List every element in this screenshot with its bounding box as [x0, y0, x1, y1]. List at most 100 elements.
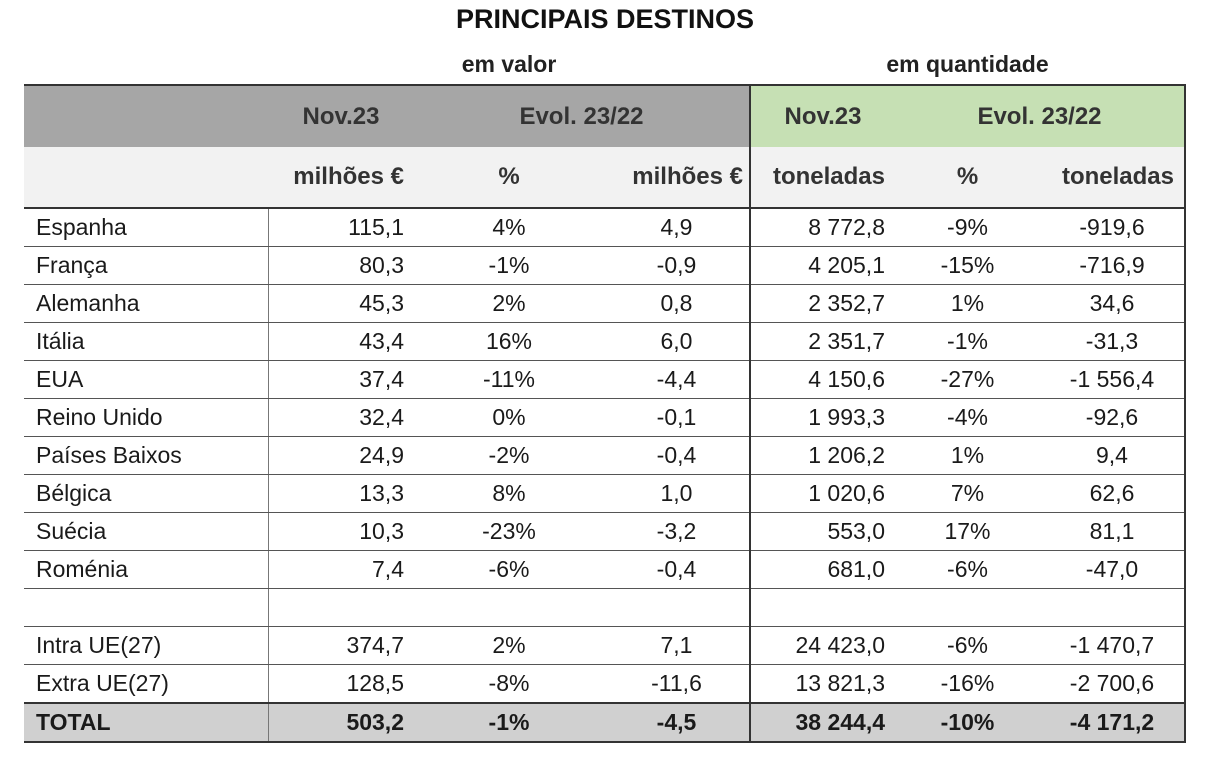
- country-name: Itália: [24, 322, 268, 361]
- value-cell: 81,1: [1040, 512, 1186, 551]
- destinations-table: Nov.23 Evol. 23/22 Nov.23 Evol. 23/22 mi…: [24, 84, 1186, 743]
- value-cell: -4%: [895, 398, 1040, 437]
- total-value-cell: -4 171,2: [1040, 702, 1186, 743]
- table-row: Roménia 7,4 -6% -0,4 681,0 -6% -47,0: [24, 550, 1186, 589]
- value-cell: -6%: [895, 626, 1040, 665]
- value-cell: -1%: [895, 322, 1040, 361]
- value-cell: -3,2: [604, 512, 750, 551]
- header-row-period: Nov.23 Evol. 23/22 Nov.23 Evol. 23/22: [24, 85, 1186, 147]
- total-value-cell: -10%: [895, 702, 1040, 743]
- table-row: Suécia 10,3 -23% -3,2 553,0 17% 81,1: [24, 512, 1186, 551]
- spacer-cell: [267, 588, 414, 627]
- table-row: Reino Unido 32,4 0% -0,1 1 993,3 -4% -92…: [24, 398, 1186, 437]
- value-cell: 4%: [414, 208, 604, 247]
- value-cell: 4,9: [604, 208, 750, 247]
- spacer-cell: [1040, 588, 1186, 627]
- value-cell: 43,4: [267, 322, 414, 361]
- value-cell: 374,7: [267, 626, 414, 665]
- country-name: Bélgica: [24, 474, 268, 513]
- value-cell: -11%: [414, 360, 604, 399]
- table-row: França 80,3 -1% -0,9 4 205,1 -15% -716,9: [24, 246, 1186, 285]
- total-value-cell: 503,2: [267, 702, 414, 743]
- value-cell: -1 556,4: [1040, 360, 1186, 399]
- table-row: Espanha 115,1 4% 4,9 8 772,8 -9% -919,6: [24, 208, 1186, 247]
- value-cell: -8%: [414, 664, 604, 704]
- value-cell: 1 020,6: [749, 474, 895, 513]
- value-cell: -6%: [895, 550, 1040, 589]
- value-cell: -0,1: [604, 398, 750, 437]
- value-cell: 24,9: [267, 436, 414, 475]
- value-cell: 2%: [414, 284, 604, 323]
- value-cell: 7%: [895, 474, 1040, 513]
- value-cell: -31,3: [1040, 322, 1186, 361]
- value-cell: -716,9: [1040, 246, 1186, 285]
- country-name: Espanha: [24, 208, 268, 247]
- value-cell: 10,3: [267, 512, 414, 551]
- value-cell: 13,3: [267, 474, 414, 513]
- value-cell: -2%: [414, 436, 604, 475]
- value-cell: 17%: [895, 512, 1040, 551]
- value-cell: 7,4: [267, 550, 414, 589]
- value-cell: 1 993,3: [749, 398, 895, 437]
- country-name: Países Baixos: [24, 436, 268, 475]
- value-cell: 2%: [414, 626, 604, 665]
- value-cell: 0,8: [604, 284, 750, 323]
- value-cell: -1%: [414, 246, 604, 285]
- unit-cell: milhões €: [604, 147, 750, 208]
- value-cell: -0,4: [604, 436, 750, 475]
- table-row: Itália 43,4 16% 6,0 2 351,7 -1% -31,3: [24, 322, 1186, 361]
- value-cell: 8 772,8: [749, 208, 895, 247]
- value-cell: 553,0: [749, 512, 895, 551]
- value-cell: 34,6: [1040, 284, 1186, 323]
- value-cell: -919,6: [1040, 208, 1186, 247]
- value-cell: -47,0: [1040, 550, 1186, 589]
- header-nov-quantidade: Nov.23: [749, 85, 895, 147]
- header-evol-valor: Evol. 23/22: [414, 85, 750, 147]
- spacer-cell: [24, 588, 268, 627]
- unit-cell: toneladas: [749, 147, 895, 208]
- country-name: Roménia: [24, 550, 268, 589]
- header-nov-valor: Nov.23: [268, 85, 414, 147]
- value-cell: 37,4: [267, 360, 414, 399]
- value-cell: 13 821,3: [749, 664, 895, 704]
- value-cell: 1%: [895, 436, 1040, 475]
- page-title: PRINCIPAIS DESTINOS: [455, 4, 755, 34]
- value-cell: 1 206,2: [749, 436, 895, 475]
- value-cell: -16%: [895, 664, 1040, 704]
- units-blank-cell: [24, 147, 268, 208]
- value-cell: 115,1: [267, 208, 414, 247]
- total-label: TOTAL: [24, 702, 268, 743]
- country-name: Reino Unido: [24, 398, 268, 437]
- table-row-bloc: Extra UE(27) 128,5 -8% -11,6 13 821,3 -1…: [24, 664, 1186, 704]
- value-cell: 62,6: [1040, 474, 1186, 513]
- value-cell: -1 470,7: [1040, 626, 1186, 665]
- spacer-cell: [895, 588, 1040, 627]
- header-blank-cell: [24, 85, 268, 147]
- value-cell: 128,5: [267, 664, 414, 704]
- value-cell: 4 205,1: [749, 246, 895, 285]
- country-name: EUA: [24, 360, 268, 399]
- table-row: Bélgica 13,3 8% 1,0 1 020,6 7% 62,6: [24, 474, 1186, 513]
- total-value-cell: -4,5: [604, 702, 750, 743]
- value-cell: 0%: [414, 398, 604, 437]
- country-name: França: [24, 246, 268, 285]
- value-cell: 1%: [895, 284, 1040, 323]
- value-cell: -92,6: [1040, 398, 1186, 437]
- unit-cell: toneladas: [1040, 147, 1186, 208]
- value-cell: 16%: [414, 322, 604, 361]
- value-cell: 45,3: [267, 284, 414, 323]
- value-cell: -9%: [895, 208, 1040, 247]
- value-cell: 7,1: [604, 626, 750, 665]
- group-label-valor: em valor: [461, 51, 557, 77]
- value-cell: 32,4: [267, 398, 414, 437]
- value-cell: -2 700,6: [1040, 664, 1186, 704]
- value-cell: -23%: [414, 512, 604, 551]
- header-row-units: milhões € % milhões € toneladas % tonela…: [24, 147, 1186, 208]
- table-row: Alemanha 45,3 2% 0,8 2 352,7 1% 34,6: [24, 284, 1186, 323]
- unit-cell: milhões €: [268, 147, 414, 208]
- table-row: EUA 37,4 -11% -4,4 4 150,6 -27% -1 556,4: [24, 360, 1186, 399]
- total-row: TOTAL 503,2 -1% -4,5 38 244,4 -10% -4 17…: [24, 702, 1186, 743]
- value-cell: -0,4: [604, 550, 750, 589]
- value-cell: -15%: [895, 246, 1040, 285]
- country-name: Alemanha: [24, 284, 268, 323]
